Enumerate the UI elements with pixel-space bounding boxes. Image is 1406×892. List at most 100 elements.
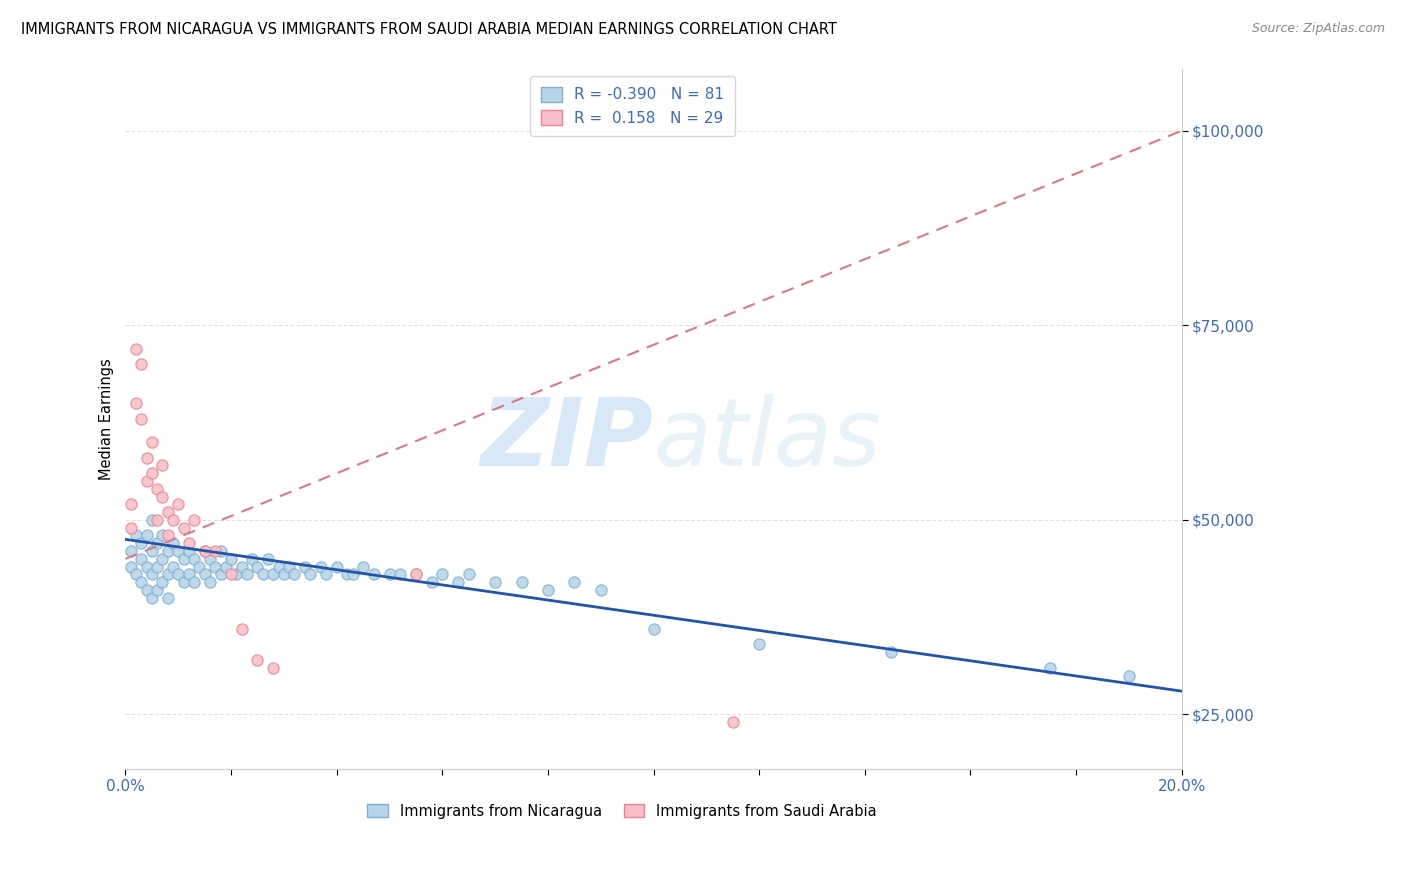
Point (183, 575, 205, 590)
Point (447, 575, 470, 590)
Point (125, 342, 148, 356)
Legend: Immigrants from Nicaragua, Immigrants from Saudi Arabia: Immigrants from Nicaragua, Immigrants fr… (361, 798, 882, 825)
Point (131, 551, 153, 566)
Point (721, 715, 744, 730)
Point (225, 567, 247, 582)
Point (177, 536, 200, 550)
Point (167, 567, 190, 582)
Point (294, 559, 316, 574)
Y-axis label: Median Earnings: Median Earnings (100, 358, 114, 480)
Point (643, 622, 665, 636)
Point (325, 559, 347, 574)
Point (152, 528, 174, 542)
Point (363, 567, 385, 582)
Point (204, 544, 226, 558)
Point (131, 357, 153, 371)
Point (252, 567, 274, 582)
Point (177, 544, 200, 558)
Point (231, 559, 253, 574)
Point (273, 567, 295, 582)
Point (215, 559, 238, 574)
Point (156, 567, 179, 582)
Point (188, 559, 211, 574)
Point (146, 559, 169, 574)
Point (146, 482, 169, 496)
Point (173, 551, 195, 566)
Point (131, 536, 153, 550)
Point (125, 567, 148, 582)
Point (162, 513, 184, 527)
Point (120, 559, 142, 574)
Point (246, 653, 269, 667)
Point (183, 513, 205, 527)
Point (352, 559, 374, 574)
Point (120, 544, 142, 558)
Point (141, 435, 163, 450)
Point (246, 559, 269, 574)
Point (152, 490, 174, 504)
Point (125, 396, 148, 410)
Point (204, 559, 226, 574)
Point (131, 575, 153, 590)
Point (135, 582, 157, 597)
Point (141, 544, 163, 558)
Point (146, 582, 169, 597)
Point (240, 551, 263, 566)
Point (156, 505, 179, 519)
Text: ZIP: ZIP (481, 393, 654, 486)
Point (564, 575, 586, 590)
Point (1039, 661, 1062, 675)
Point (198, 551, 221, 566)
Point (183, 551, 205, 566)
Point (389, 567, 412, 582)
Point (405, 567, 427, 582)
Point (219, 567, 242, 582)
Point (231, 622, 253, 636)
Point (432, 567, 454, 582)
Point (152, 551, 174, 566)
Point (420, 575, 443, 590)
Text: atlas: atlas (654, 394, 882, 485)
Point (162, 536, 184, 550)
Point (219, 551, 242, 566)
Point (510, 575, 533, 590)
Point (135, 474, 157, 488)
Point (209, 567, 232, 582)
Point (131, 411, 153, 425)
Point (209, 544, 232, 558)
Point (141, 513, 163, 527)
Point (342, 567, 364, 582)
Point (135, 450, 157, 465)
Point (146, 536, 169, 550)
Point (152, 575, 174, 590)
Text: Source: ZipAtlas.com: Source: ZipAtlas.com (1251, 22, 1385, 36)
Point (315, 567, 337, 582)
Point (236, 567, 259, 582)
Point (156, 544, 179, 558)
Point (378, 567, 401, 582)
Point (309, 559, 332, 574)
Point (146, 513, 169, 527)
Point (173, 521, 195, 535)
Point (135, 559, 157, 574)
Point (194, 544, 217, 558)
Point (167, 497, 190, 511)
Point (405, 567, 427, 582)
Point (262, 567, 284, 582)
Point (278, 559, 301, 574)
Point (177, 567, 200, 582)
Point (141, 567, 163, 582)
Point (880, 645, 903, 659)
Point (156, 591, 179, 605)
Text: IMMIGRANTS FROM NICARAGUA VS IMMIGRANTS FROM SAUDI ARABIA MEDIAN EARNINGS CORREL: IMMIGRANTS FROM NICARAGUA VS IMMIGRANTS … (21, 22, 837, 37)
Point (262, 661, 284, 675)
Point (156, 528, 179, 542)
Point (135, 528, 157, 542)
Point (537, 582, 560, 597)
Point (748, 637, 770, 651)
Point (484, 575, 506, 590)
Point (299, 567, 322, 582)
Point (162, 559, 184, 574)
Point (194, 544, 217, 558)
Point (120, 521, 142, 535)
